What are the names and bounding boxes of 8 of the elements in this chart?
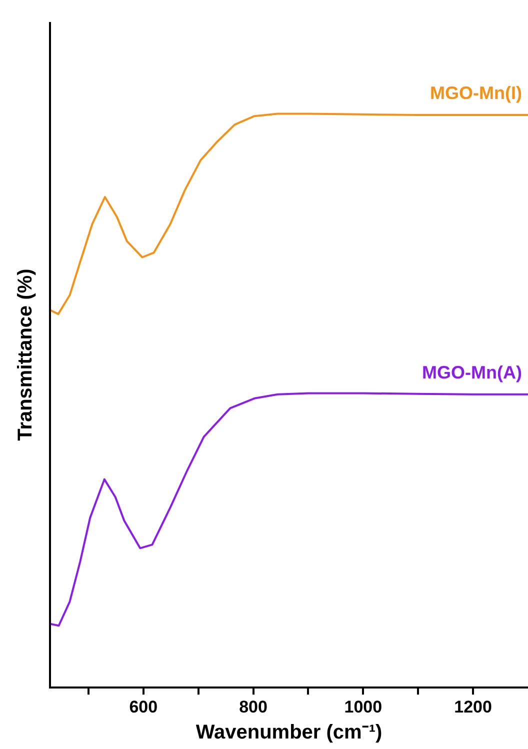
x-axis-title: Wavenumber (cm⁻¹) xyxy=(196,722,382,744)
x-tick-label: 600 xyxy=(129,697,158,716)
x-tick-label: 1200 xyxy=(454,697,492,716)
y-axis-title: Transmittance (%) xyxy=(14,268,37,441)
series-label: MGO-Mn(I) xyxy=(430,82,522,103)
series-label: MGO-Mn(A) xyxy=(422,362,522,382)
x-tick-label: 1000 xyxy=(344,697,382,716)
x-tick-label: 800 xyxy=(239,697,268,716)
